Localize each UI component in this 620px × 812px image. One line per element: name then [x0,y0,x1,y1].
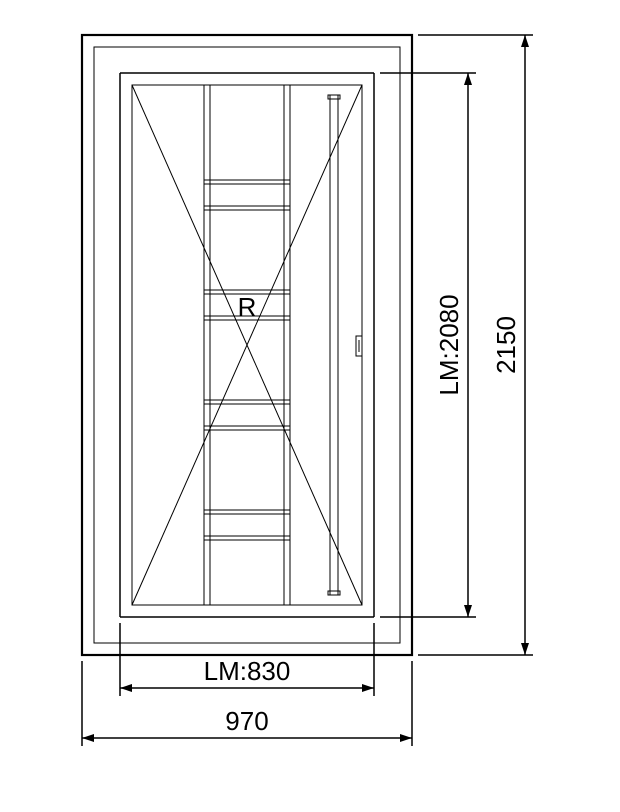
dim-label-inner-height: LM:2080 [434,294,464,395]
dim-arrow [521,35,529,47]
dim-arrow [120,684,132,692]
direction-marker: R [238,292,257,322]
dim-arrow [464,73,472,85]
dim-label-outer-width: 970 [225,706,268,736]
door-technical-drawing: R LM:830 970 LM:2080 2150 [0,0,620,812]
dim-arrow [400,734,412,742]
dim-arrow [362,684,374,692]
handle-bar [330,95,338,595]
dim-label-inner-width: LM:830 [204,656,291,686]
dim-label-outer-height: 2150 [491,316,521,374]
dim-arrow [464,605,472,617]
dim-arrow [521,643,529,655]
dim-arrow [82,734,94,742]
